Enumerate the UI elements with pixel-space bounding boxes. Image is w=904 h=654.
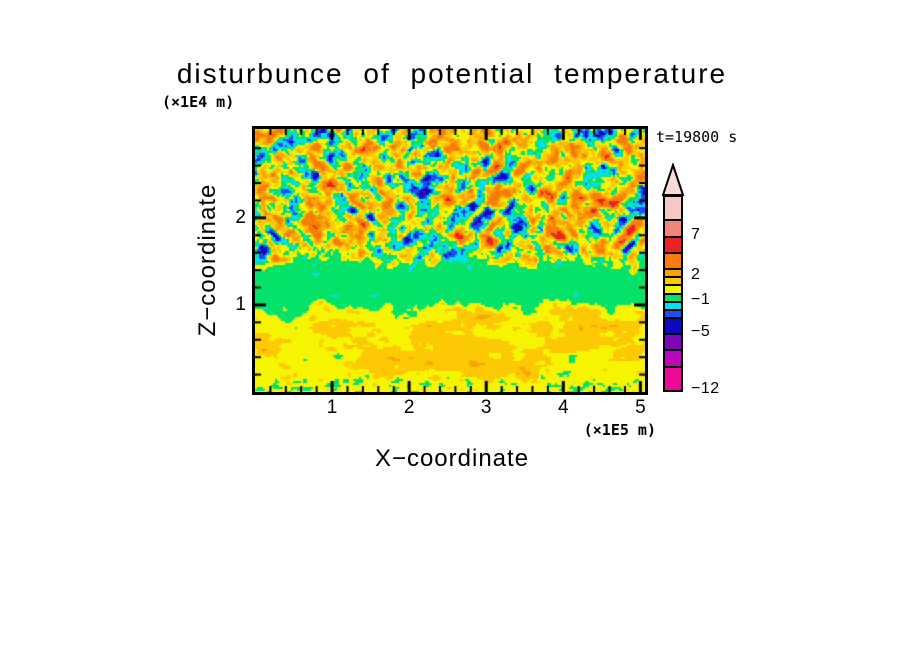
colorbar-tick-label: −5 — [691, 323, 711, 341]
x-tick-label: 1 — [326, 397, 338, 418]
x-tick-label: 3 — [480, 397, 492, 418]
heatmap-canvas — [255, 129, 645, 392]
plot-area — [252, 126, 648, 395]
colorbar-tick-label: −12 — [691, 380, 720, 397]
time-label: t=19800 s — [656, 128, 738, 146]
colorbar-tick-label: 2 — [691, 266, 701, 284]
y-axis-title: Z−coordinate — [194, 183, 221, 337]
x-tick-label: 5 — [635, 397, 646, 418]
colorbar-tick-label: −1 — [691, 290, 711, 308]
x-tick-label: 2 — [403, 397, 415, 418]
colorbar-tick-label: 7 — [691, 225, 701, 243]
x-axis-unit-label: (×1E5 m) — [583, 421, 656, 439]
colorbar-box — [663, 365, 683, 392]
x-axis-title: X−coordinate — [374, 445, 530, 472]
chart-title: disturbunce of potential temperature — [176, 58, 728, 89]
z-tick-label: 2 — [235, 206, 246, 228]
colorbar-box — [663, 195, 683, 222]
x-tick-label: 4 — [558, 397, 569, 418]
y-axis-unit-label: (×1E4 m) — [162, 93, 235, 111]
z-tick-label: 1 — [235, 293, 246, 315]
colorbar-arrow — [661, 163, 685, 196]
